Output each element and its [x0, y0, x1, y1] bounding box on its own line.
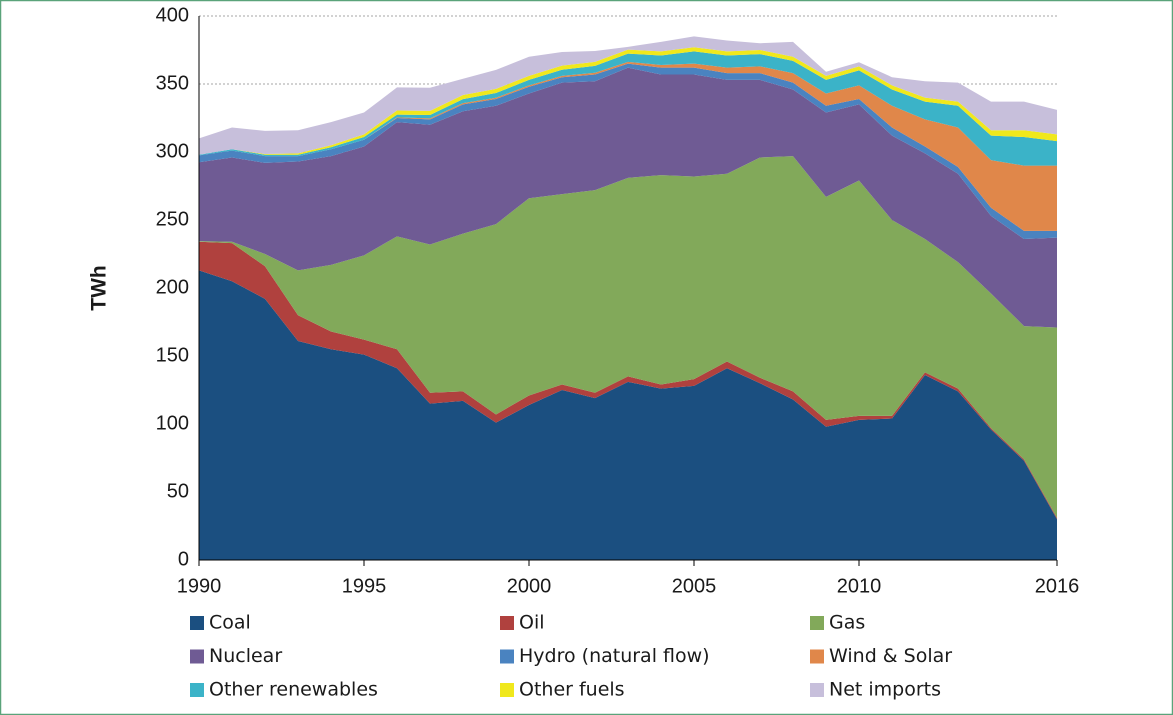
legend-label: Coal	[209, 612, 251, 634]
legend-swatch	[500, 616, 514, 630]
area	[199, 156, 1057, 518]
legend-swatch	[810, 616, 824, 630]
legend-swatch	[500, 683, 514, 697]
legend-swatch	[190, 616, 204, 630]
y-tick-label: 150	[156, 344, 189, 366]
y-tick-label: 200	[156, 276, 189, 298]
legend-label: Gas	[829, 612, 865, 634]
y-tick-label: 300	[156, 140, 189, 162]
y-axis-label: TWh	[88, 265, 111, 310]
area	[199, 63, 1057, 240]
x-tick-label: 2000	[507, 575, 552, 597]
x-tick-label: 1995	[342, 575, 387, 597]
area	[199, 47, 1057, 155]
x-tick-label: 2016	[1035, 575, 1080, 597]
y-tick-label: 100	[156, 412, 189, 434]
area	[199, 241, 1057, 520]
y-tick-label: 50	[167, 480, 189, 502]
y-tick-label: 250	[156, 208, 189, 230]
legend-swatch	[190, 649, 204, 664]
area	[199, 270, 1057, 560]
y-tick-label: 0	[178, 548, 189, 570]
legend-label: Hydro (natural flow)	[519, 645, 710, 667]
legend-swatch	[190, 683, 204, 697]
x-tick-label: 2005	[672, 575, 717, 597]
x-tick-label: 1990	[177, 575, 222, 597]
legend-label: Wind & Solar	[829, 645, 952, 667]
legend-swatch	[810, 683, 824, 697]
legend-label: Other fuels	[519, 679, 625, 701]
legend-label: Oil	[519, 612, 545, 634]
legend-label: Net imports	[829, 679, 941, 701]
legend-label: Other renewables	[209, 679, 378, 701]
area	[199, 67, 1057, 328]
y-tick-label: 350	[156, 72, 189, 94]
legend-swatch	[810, 649, 824, 664]
area	[199, 51, 1057, 166]
area	[199, 36, 1057, 155]
x-tick-label: 2010	[837, 575, 882, 597]
legend-swatch	[500, 649, 514, 664]
legend-label: Nuclear	[209, 645, 282, 667]
y-tick-label: 400	[156, 4, 189, 26]
